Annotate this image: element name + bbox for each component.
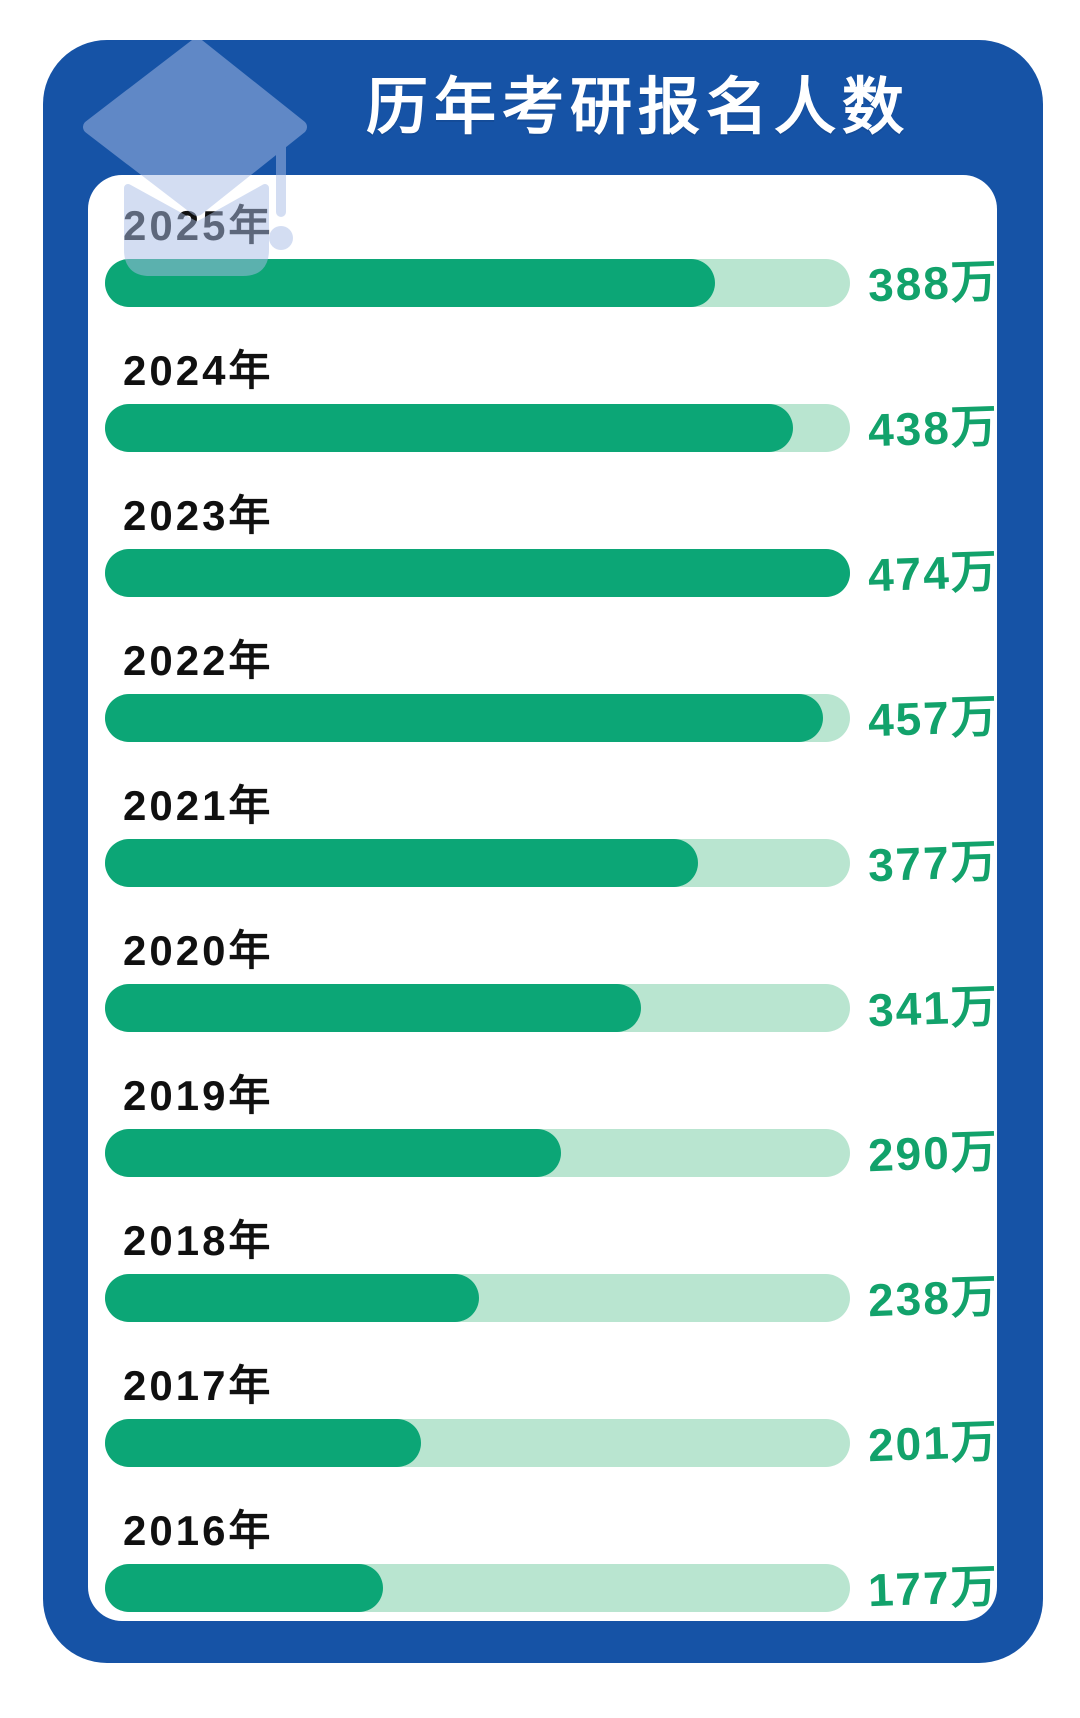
year-label: 2016年 (123, 1507, 274, 1554)
bar-track (105, 839, 850, 887)
bar-line: 341万 (105, 979, 1000, 1037)
bar-line: 438万 (105, 399, 1000, 457)
chart-card: 2025年 388万 2024年 438万 2023年 474万 2022年 457万 2021… (88, 175, 1000, 1621)
poster-frame: 历年考研报名人数 2025年 388万 2024年 438万 2023年 474万 2022… (43, 40, 1043, 1663)
year-label: 2022年 (123, 637, 274, 684)
bar-fill (105, 694, 824, 742)
year-label: 2017年 (123, 1362, 274, 1409)
bar-line: 177万 (105, 1559, 1000, 1617)
bar-track (105, 694, 850, 742)
chart-row: 2021年 377万 (105, 782, 1000, 892)
value-label: 388万 (867, 254, 1000, 312)
bar-fill (105, 1129, 561, 1177)
bar-fill (105, 839, 698, 887)
bar-track (105, 259, 850, 307)
bar-track (105, 1129, 850, 1177)
value-label: 177万 (867, 1559, 1000, 1617)
chart-row: 2025年 388万 (105, 202, 1000, 312)
bar-track (105, 1274, 850, 1322)
bar-track (105, 1419, 850, 1467)
chart-row: 2022年 457万 (105, 637, 1000, 747)
value-label: 341万 (867, 979, 1000, 1037)
bar-line: 290万 (105, 1124, 1000, 1182)
value-label: 238万 (867, 1269, 1000, 1327)
chart-row: 2024年 438万 (105, 347, 1000, 457)
chart-rows: 2025年 388万 2024年 438万 2023年 474万 2022年 457万 2021… (105, 202, 1000, 1617)
bar-fill (105, 1564, 384, 1612)
bar-line: 238万 (105, 1269, 1000, 1327)
bar-line: 201万 (105, 1414, 1000, 1472)
year-label: 2019年 (123, 1072, 274, 1119)
chart-row: 2023年 474万 (105, 492, 1000, 602)
value-label: 377万 (867, 834, 1000, 892)
year-label: 2023年 (123, 492, 274, 539)
bar-line: 377万 (105, 834, 1000, 892)
year-label: 2018年 (123, 1217, 274, 1264)
bar-track (105, 404, 850, 452)
chart-row: 2016年 177万 (105, 1507, 1000, 1617)
bar-track (105, 1564, 850, 1612)
bar-line: 457万 (105, 689, 1000, 747)
bar-fill (105, 404, 794, 452)
chart-row: 2018年 238万 (105, 1217, 1000, 1327)
value-label: 438万 (867, 399, 1000, 457)
bar-fill (105, 549, 850, 597)
page-title: 历年考研报名人数 (365, 72, 910, 142)
bar-fill (105, 984, 641, 1032)
bar-line: 474万 (105, 544, 1000, 602)
year-label: 2025年 (123, 202, 274, 249)
year-label: 2024年 (123, 347, 274, 394)
chart-row: 2019年 290万 (105, 1072, 1000, 1182)
header: 历年考研报名人数 (43, 40, 1043, 175)
chart-row: 2017年 201万 (105, 1362, 1000, 1472)
bar-fill (105, 1274, 480, 1322)
bar-track (105, 549, 850, 597)
value-label: 474万 (867, 544, 1000, 602)
value-label: 201万 (867, 1414, 1000, 1472)
value-label: 457万 (867, 689, 1000, 747)
year-label: 2020年 (123, 927, 274, 974)
bar-fill (105, 1419, 421, 1467)
year-label: 2021年 (123, 782, 274, 829)
bar-track (105, 984, 850, 1032)
bar-line: 388万 (105, 254, 1000, 312)
value-label: 290万 (867, 1124, 1000, 1182)
bar-fill (105, 259, 715, 307)
chart-row: 2020年 341万 (105, 927, 1000, 1037)
